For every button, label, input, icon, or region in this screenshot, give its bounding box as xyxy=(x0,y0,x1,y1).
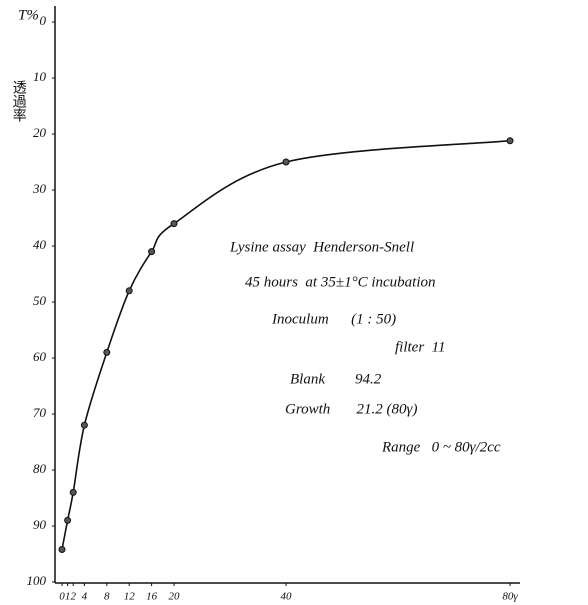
x-tick-label: 4 xyxy=(82,591,88,603)
point xyxy=(171,221,177,227)
y-tick-label: 30 xyxy=(32,181,47,196)
y-tick-label: 0 xyxy=(40,13,47,28)
annotation: 45 hours at 35±1°C incubation xyxy=(245,274,436,290)
annotation: Blank 94.2 xyxy=(290,371,382,387)
y-axis-label: T% xyxy=(18,7,39,23)
x-tick-label: 12 xyxy=(124,591,136,603)
x-tick-label: 8 xyxy=(104,591,110,603)
annotation: Growth 21.2 (80γ) xyxy=(285,401,417,417)
point xyxy=(507,138,513,144)
point xyxy=(70,489,76,495)
annotation: Lysine assay Henderson-Snell xyxy=(229,239,414,255)
x-tick-label: 16 xyxy=(146,591,158,603)
point xyxy=(283,159,289,165)
y-tick-label: 90 xyxy=(33,517,47,532)
point xyxy=(149,249,155,255)
annotation: filter 11 xyxy=(395,339,446,355)
point xyxy=(81,422,87,428)
background xyxy=(0,0,588,605)
y-tick-label: 60 xyxy=(33,349,47,364)
y-tick-label: 100 xyxy=(27,573,47,588)
y-tick-label: 40 xyxy=(33,237,47,252)
annotation: Range 0 ~ 80γ/2cc xyxy=(381,439,501,455)
x-tick-label: 40 xyxy=(281,591,293,603)
x-tick-label: 20 xyxy=(169,591,181,603)
y-tick-label: 20 xyxy=(33,125,47,140)
point xyxy=(65,517,71,523)
chart: T% 透過率 010203040506070809010001248121620… xyxy=(0,0,588,605)
y-axis-label: 透過率 xyxy=(11,80,27,122)
x-tick-label: 2 xyxy=(70,591,76,603)
point xyxy=(126,288,132,294)
x-tick-label: 80γ xyxy=(502,591,518,603)
y-tick-label: 70 xyxy=(33,405,47,420)
y-tick-label: 10 xyxy=(33,69,47,84)
point xyxy=(104,349,110,355)
point xyxy=(59,547,65,553)
y-tick-label: 80 xyxy=(33,461,47,476)
annotation: Inoculum (1 : 50) xyxy=(271,311,396,327)
y-tick-label: 50 xyxy=(33,293,47,308)
